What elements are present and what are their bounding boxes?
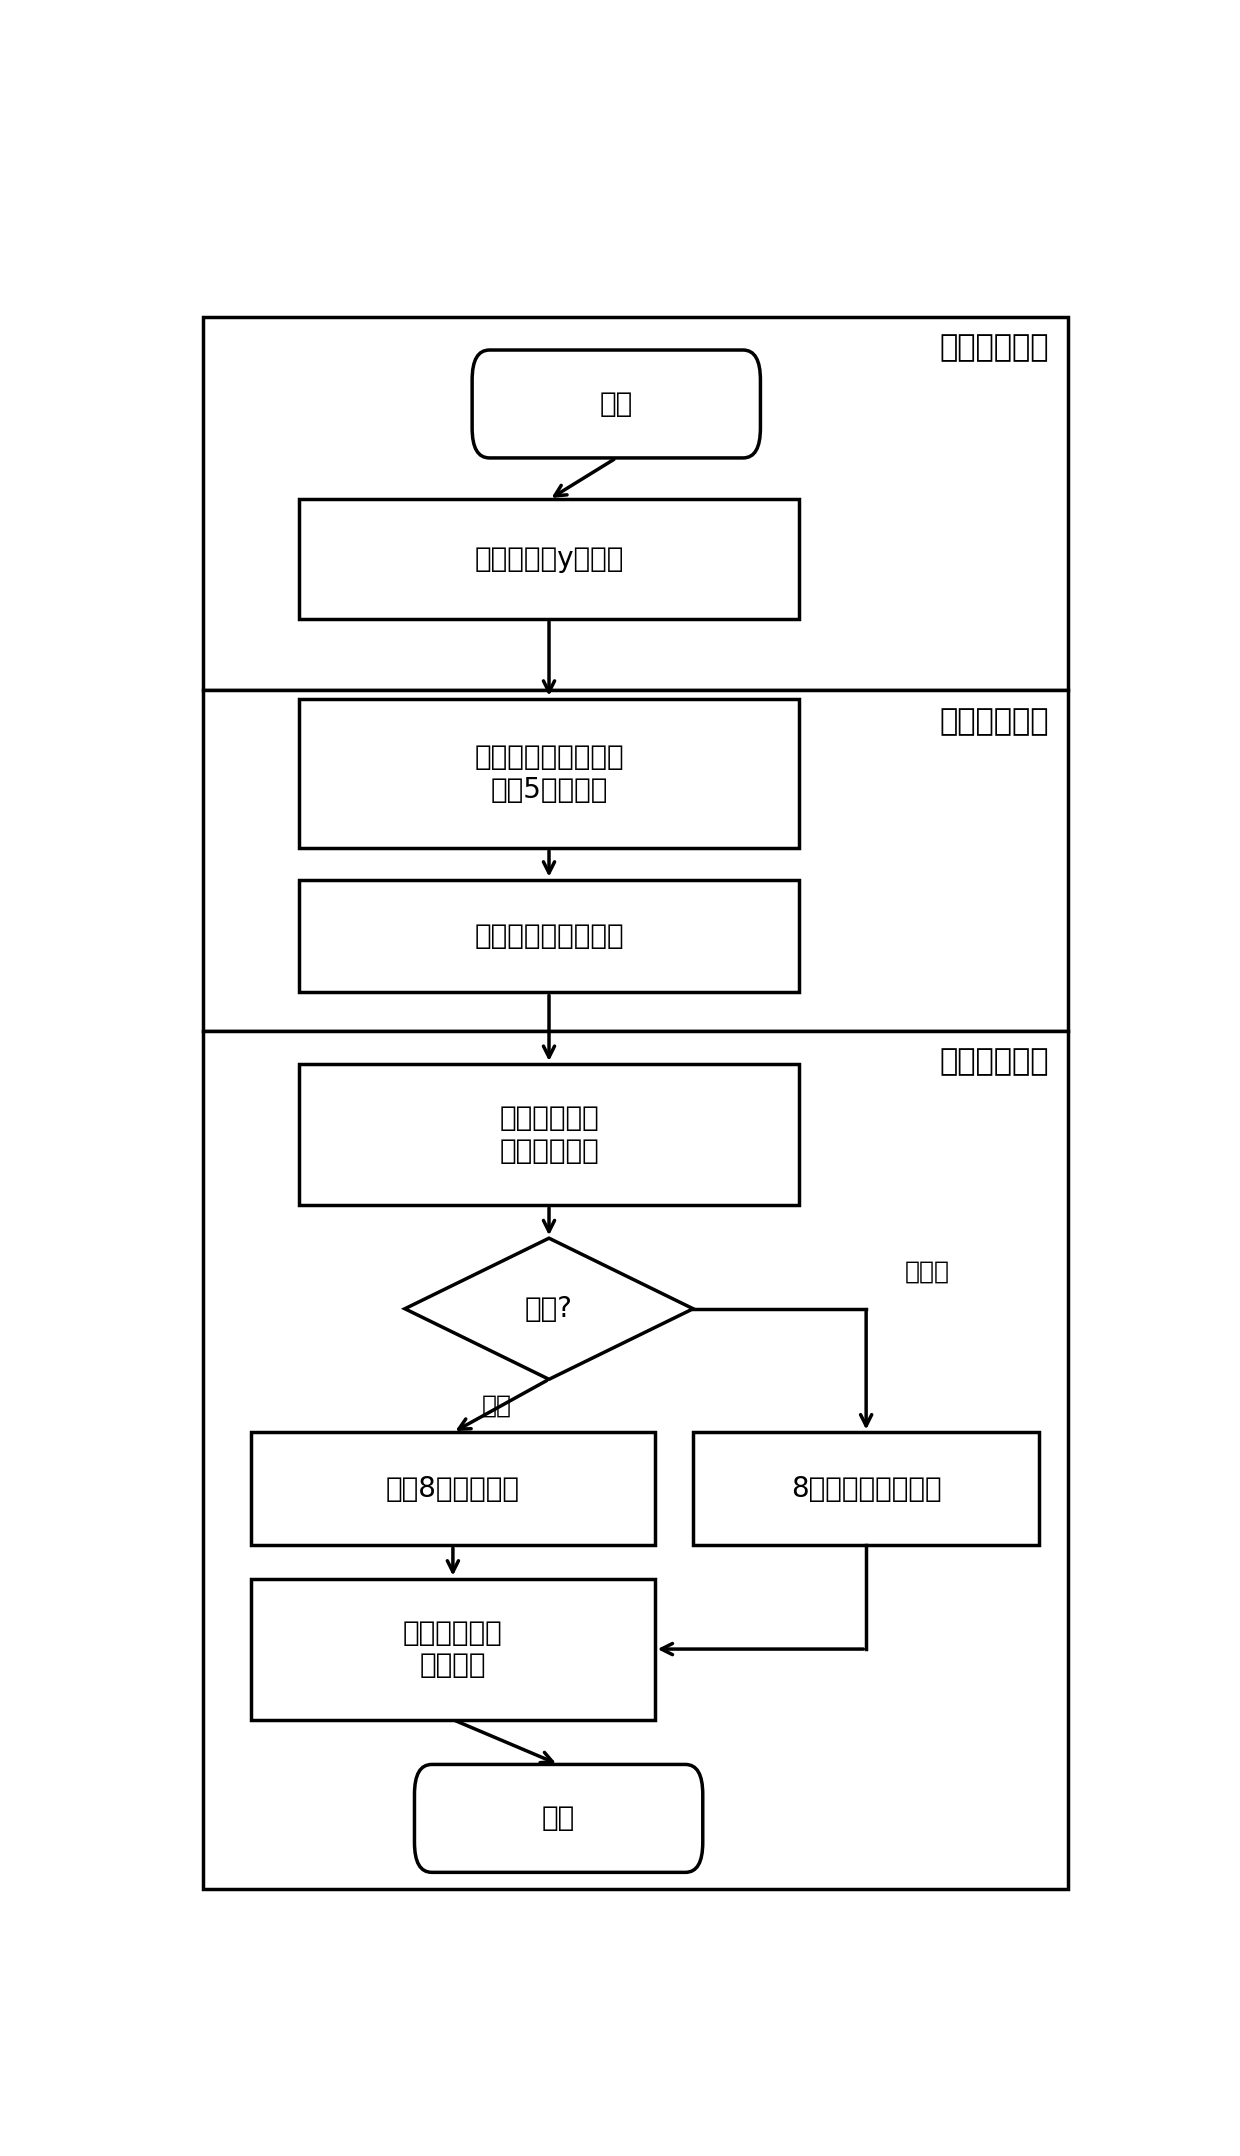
Bar xyxy=(203,690,1068,1031)
Bar xyxy=(250,1578,655,1720)
Text: 将电流值向y轴投影: 将电流值向y轴投影 xyxy=(475,545,624,573)
Bar xyxy=(203,1031,1068,1889)
Text: 8项统计特征都置零: 8项统计特征都置零 xyxy=(791,1475,941,1503)
Text: 将投影值点个数小于
等于5的点置零: 将投影值点个数小于 等于5的点置零 xyxy=(474,744,624,804)
Text: 采集8项统计特征: 采集8项统计特征 xyxy=(386,1475,520,1503)
Text: 值域特征表示: 值域特征表示 xyxy=(939,1048,1049,1076)
Text: 组合形成值域
特征向量: 组合形成值域 特征向量 xyxy=(403,1619,502,1680)
Text: 结束: 结束 xyxy=(542,1805,575,1833)
FancyBboxPatch shape xyxy=(414,1764,703,1871)
Bar xyxy=(299,500,799,619)
Polygon shape xyxy=(404,1238,693,1380)
Text: 存在?: 存在? xyxy=(525,1296,573,1324)
Bar xyxy=(299,699,799,847)
Text: 建立投影区域: 建立投影区域 xyxy=(939,334,1049,362)
Bar xyxy=(299,1063,799,1205)
FancyBboxPatch shape xyxy=(472,349,760,457)
Bar xyxy=(299,880,799,992)
Text: 开始: 开始 xyxy=(600,390,632,418)
Text: 分割投影区域: 分割投影区域 xyxy=(939,707,1049,735)
Text: 对电流值域划分区段: 对电流值域划分区段 xyxy=(474,923,624,951)
Text: 存在: 存在 xyxy=(481,1395,512,1419)
Bar xyxy=(203,317,1068,690)
Bar xyxy=(250,1432,655,1546)
Bar xyxy=(693,1432,1039,1546)
Text: 不存在: 不存在 xyxy=(905,1259,950,1283)
Text: 提取各区段内
非零电流区域: 提取各区段内 非零电流区域 xyxy=(500,1104,599,1164)
